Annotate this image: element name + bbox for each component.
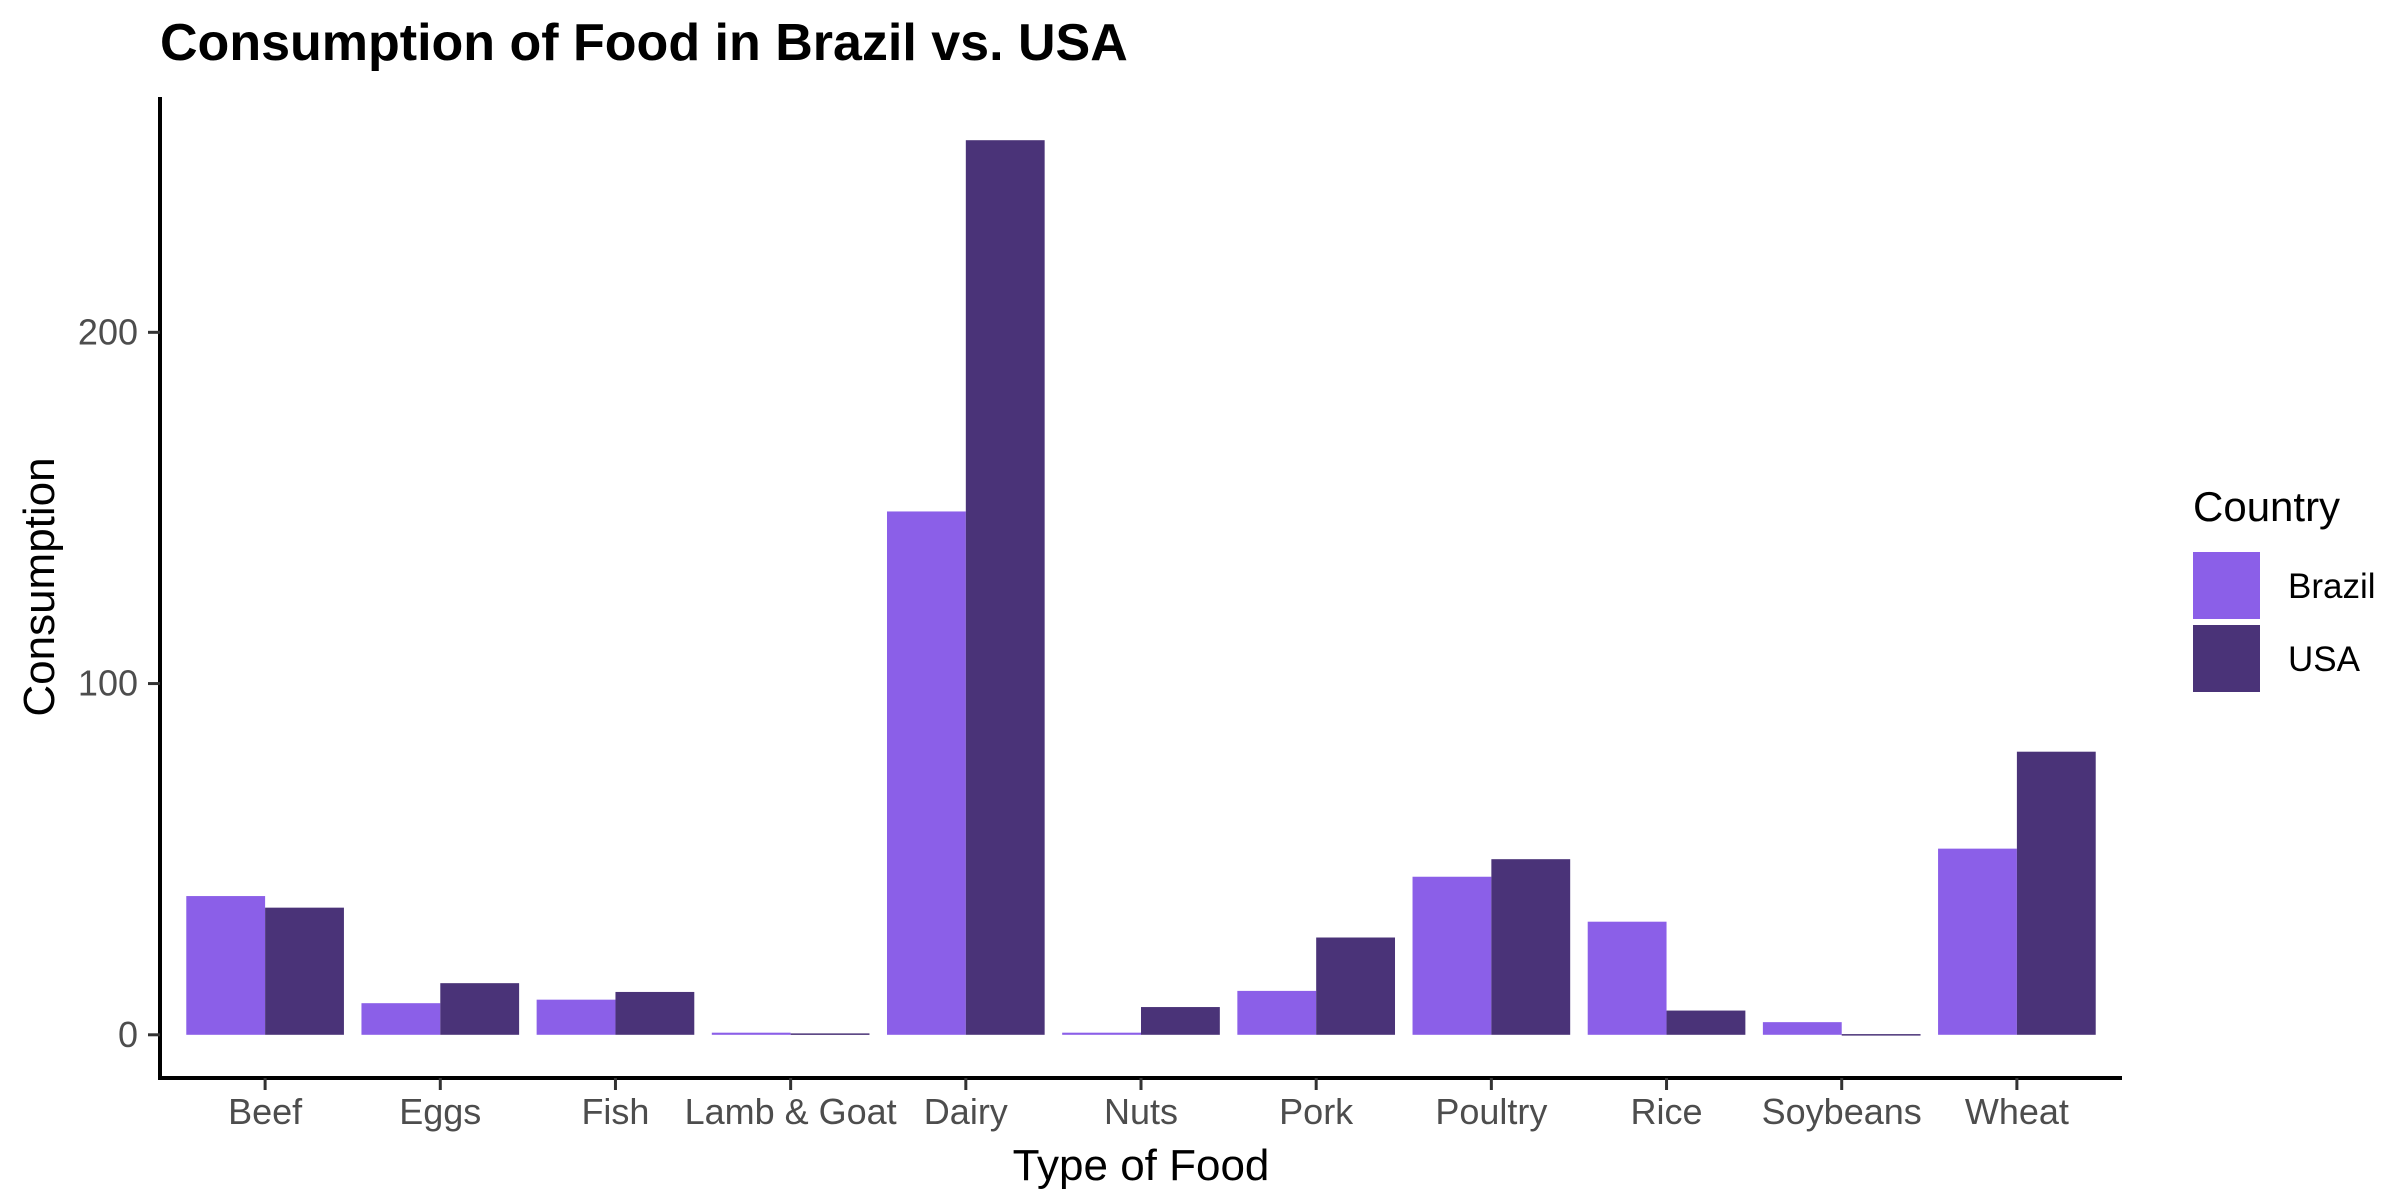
x-tick-label: Fish <box>581 1091 649 1132</box>
bar-dairy-usa <box>965 140 1045 1035</box>
chart-title: Consumption of Food in Brazil vs. USA <box>160 14 1128 72</box>
y-tick-label: 200 <box>78 311 138 352</box>
bar-soybeans-usa <box>1841 1034 1921 1036</box>
y-ticks: 0 100 200 <box>78 311 160 1055</box>
bar-lamb-goat-usa <box>790 1033 870 1035</box>
bar-nuts-usa <box>1141 1007 1220 1035</box>
bar-fish-usa <box>615 991 695 1035</box>
x-tick-label: Wheat <box>1965 1091 2069 1132</box>
x-tick-label: Poultry <box>1435 1091 1547 1132</box>
bar-poultry-usa <box>1491 859 1571 1035</box>
y-axis-title: Consumption <box>15 457 64 716</box>
bars-layer <box>186 140 2096 1036</box>
x-tick-label: Dairy <box>924 1091 1008 1132</box>
y-tick-label: 0 <box>118 1014 138 1055</box>
legend-label-usa: USA <box>2288 640 2361 679</box>
legend-label-brazil: Brazil <box>2288 567 2376 606</box>
y-tick-label: 100 <box>78 663 138 704</box>
legend-title: Country <box>2193 483 2340 530</box>
x-ticks: Beef Eggs Fish Lamb & Goat Dairy Nuts Pork Poul… <box>228 1078 2069 1132</box>
bar-wheat-brazil <box>1938 848 2017 1035</box>
x-tick-label: Nuts <box>1104 1091 1178 1132</box>
x-tick-label: Eggs <box>399 1091 481 1132</box>
bar-eggs-brazil <box>361 1003 441 1035</box>
bar-fish-brazil <box>536 999 616 1035</box>
bar-nuts-brazil <box>1062 1032 1141 1035</box>
x-tick-label: Lamb & Goat <box>685 1091 897 1132</box>
bar-beef-brazil <box>186 896 266 1035</box>
bar-wheat-usa <box>2016 751 2096 1035</box>
legend-key-brazil <box>2193 552 2260 619</box>
x-axis-title: Type of Food <box>1013 1141 1270 1190</box>
bar-beef-usa <box>265 907 344 1035</box>
legend-key-usa <box>2193 625 2260 692</box>
bar-dairy-brazil <box>886 511 966 1035</box>
bar-poultry-brazil <box>1412 876 1492 1035</box>
x-tick-label: Pork <box>1279 1091 1354 1132</box>
bar-rice-brazil <box>1587 921 1667 1035</box>
legend: Country Brazil USA <box>2193 483 2376 692</box>
x-tick-label: Soybeans <box>1762 1091 1922 1132</box>
bar-soybeans-brazil <box>1762 1022 1842 1035</box>
bar-pork-brazil <box>1237 990 1317 1035</box>
bar-rice-usa <box>1666 1010 1746 1035</box>
bar-eggs-usa <box>440 983 520 1035</box>
bar-lamb-goat-brazil <box>711 1032 791 1035</box>
bar-pork-usa <box>1316 937 1396 1035</box>
x-tick-label: Beef <box>228 1091 303 1132</box>
x-tick-label: Rice <box>1631 1091 1703 1132</box>
